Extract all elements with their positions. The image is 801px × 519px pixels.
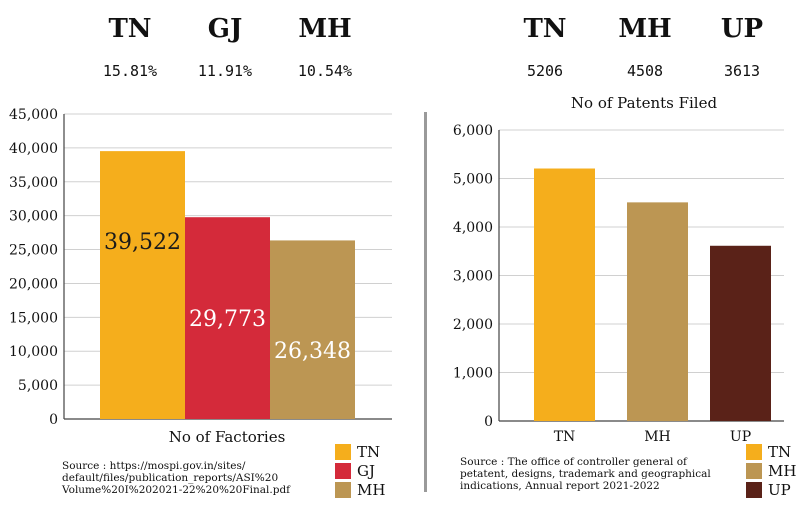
bar-mh — [627, 202, 688, 421]
header-share-tn: 15.81% — [102, 62, 158, 80]
legend-label-mh: MH — [357, 481, 386, 499]
legend-item-tn: TN — [335, 443, 380, 461]
legend-item-mh-right: MH — [746, 462, 796, 480]
y-tick-label: 30,000 — [9, 209, 58, 225]
legend-label-tn-right: TN — [768, 443, 792, 461]
header-state-up-right: UP — [720, 14, 764, 44]
y-tick-label: 10,000 — [9, 344, 58, 360]
legend-label-gj: GJ — [357, 462, 375, 480]
left-source-line-3: Volume%20I%202021-22%20%20Final.pdf — [62, 484, 291, 496]
x-category-label-mh: MH — [644, 429, 671, 445]
bar-tn — [100, 151, 185, 419]
y-tick-label: 45,000 — [9, 107, 58, 123]
bar-value-label-gj: 29,773 — [189, 307, 266, 332]
bar-gj — [185, 217, 270, 419]
panel-divider — [424, 112, 427, 492]
y-tick-label: 40,000 — [9, 141, 58, 157]
x-category-label-tn: TN — [554, 429, 576, 445]
bar-value-label-tn: 39,522 — [104, 230, 181, 255]
y-tick-label: 0 — [484, 414, 493, 430]
y-tick-label: 25,000 — [9, 243, 58, 259]
y-tick-label: 4,000 — [453, 220, 493, 236]
y-tick-label: 1,000 — [453, 366, 493, 382]
y-tick-label: 3,000 — [453, 269, 493, 285]
bar-tn — [534, 168, 595, 421]
y-tick-label: 5,000 — [18, 378, 58, 394]
right-source-line-3: indications, Annual report 2021-2022 — [460, 480, 660, 492]
left-source-line-1: Source : https://mospi.gov.in/sites/ — [62, 460, 246, 472]
legend-item-up-right: UP — [746, 481, 791, 499]
right-source-note: Source : The office of controller genera… — [460, 456, 740, 492]
header-share-gj: 11.91% — [197, 62, 253, 80]
right-source-line-1: Source : The office of controller genera… — [460, 456, 687, 468]
y-tick-label: 0 — [49, 412, 58, 428]
legend-label-up-right: UP — [768, 481, 791, 499]
legend-swatch-up-right — [746, 482, 762, 498]
header-state-tn-right: TN — [523, 14, 567, 44]
legend-label-tn: TN — [357, 443, 381, 461]
y-tick-label: 20,000 — [9, 276, 58, 292]
chart-title: No of Patents Filed — [571, 94, 718, 112]
header-state-tn: TN — [108, 14, 152, 44]
bar-mh — [270, 240, 355, 419]
y-tick-label: 2,000 — [453, 317, 493, 333]
header-value-mh-right: 4508 — [626, 62, 664, 80]
legend-label-mh-right: MH — [768, 462, 797, 480]
legend-swatch-tn-right — [746, 444, 762, 460]
left-source-note: Source : https://mospi.gov.in/sites/ def… — [62, 460, 332, 496]
legend-item-tn-right: TN — [746, 443, 791, 461]
legend-item-gj: GJ — [335, 462, 375, 480]
bar-value-label-mh: 26,348 — [274, 339, 351, 364]
header-value-tn-right: 5206 — [526, 62, 564, 80]
left-source-line-2: default/files/publication_reports/ASI%20 — [62, 472, 279, 484]
legend-swatch-gj — [335, 463, 351, 479]
header-state-mh: MH — [298, 14, 352, 44]
header-value-up-right: 3613 — [723, 62, 761, 80]
right-source-line-2: petatent, designs, trademark and geograp… — [460, 468, 711, 480]
y-tick-label: 35,000 — [9, 175, 58, 191]
x-category-label-up: UP — [730, 429, 751, 445]
legend-swatch-mh — [335, 482, 351, 498]
legend-item-mh: MH — [335, 481, 385, 499]
header-share-mh: 10.54% — [297, 62, 353, 80]
y-tick-label: 6,000 — [453, 123, 493, 139]
header-state-gj: GJ — [207, 14, 243, 44]
y-tick-label: 15,000 — [9, 310, 58, 326]
legend-swatch-tn — [335, 444, 351, 460]
legend-swatch-mh-right — [746, 463, 762, 479]
y-tick-label: 5,000 — [453, 172, 493, 188]
header-state-mh-right: MH — [618, 14, 672, 44]
x-axis-title: No of Factories — [169, 428, 286, 446]
bar-up — [710, 245, 771, 421]
